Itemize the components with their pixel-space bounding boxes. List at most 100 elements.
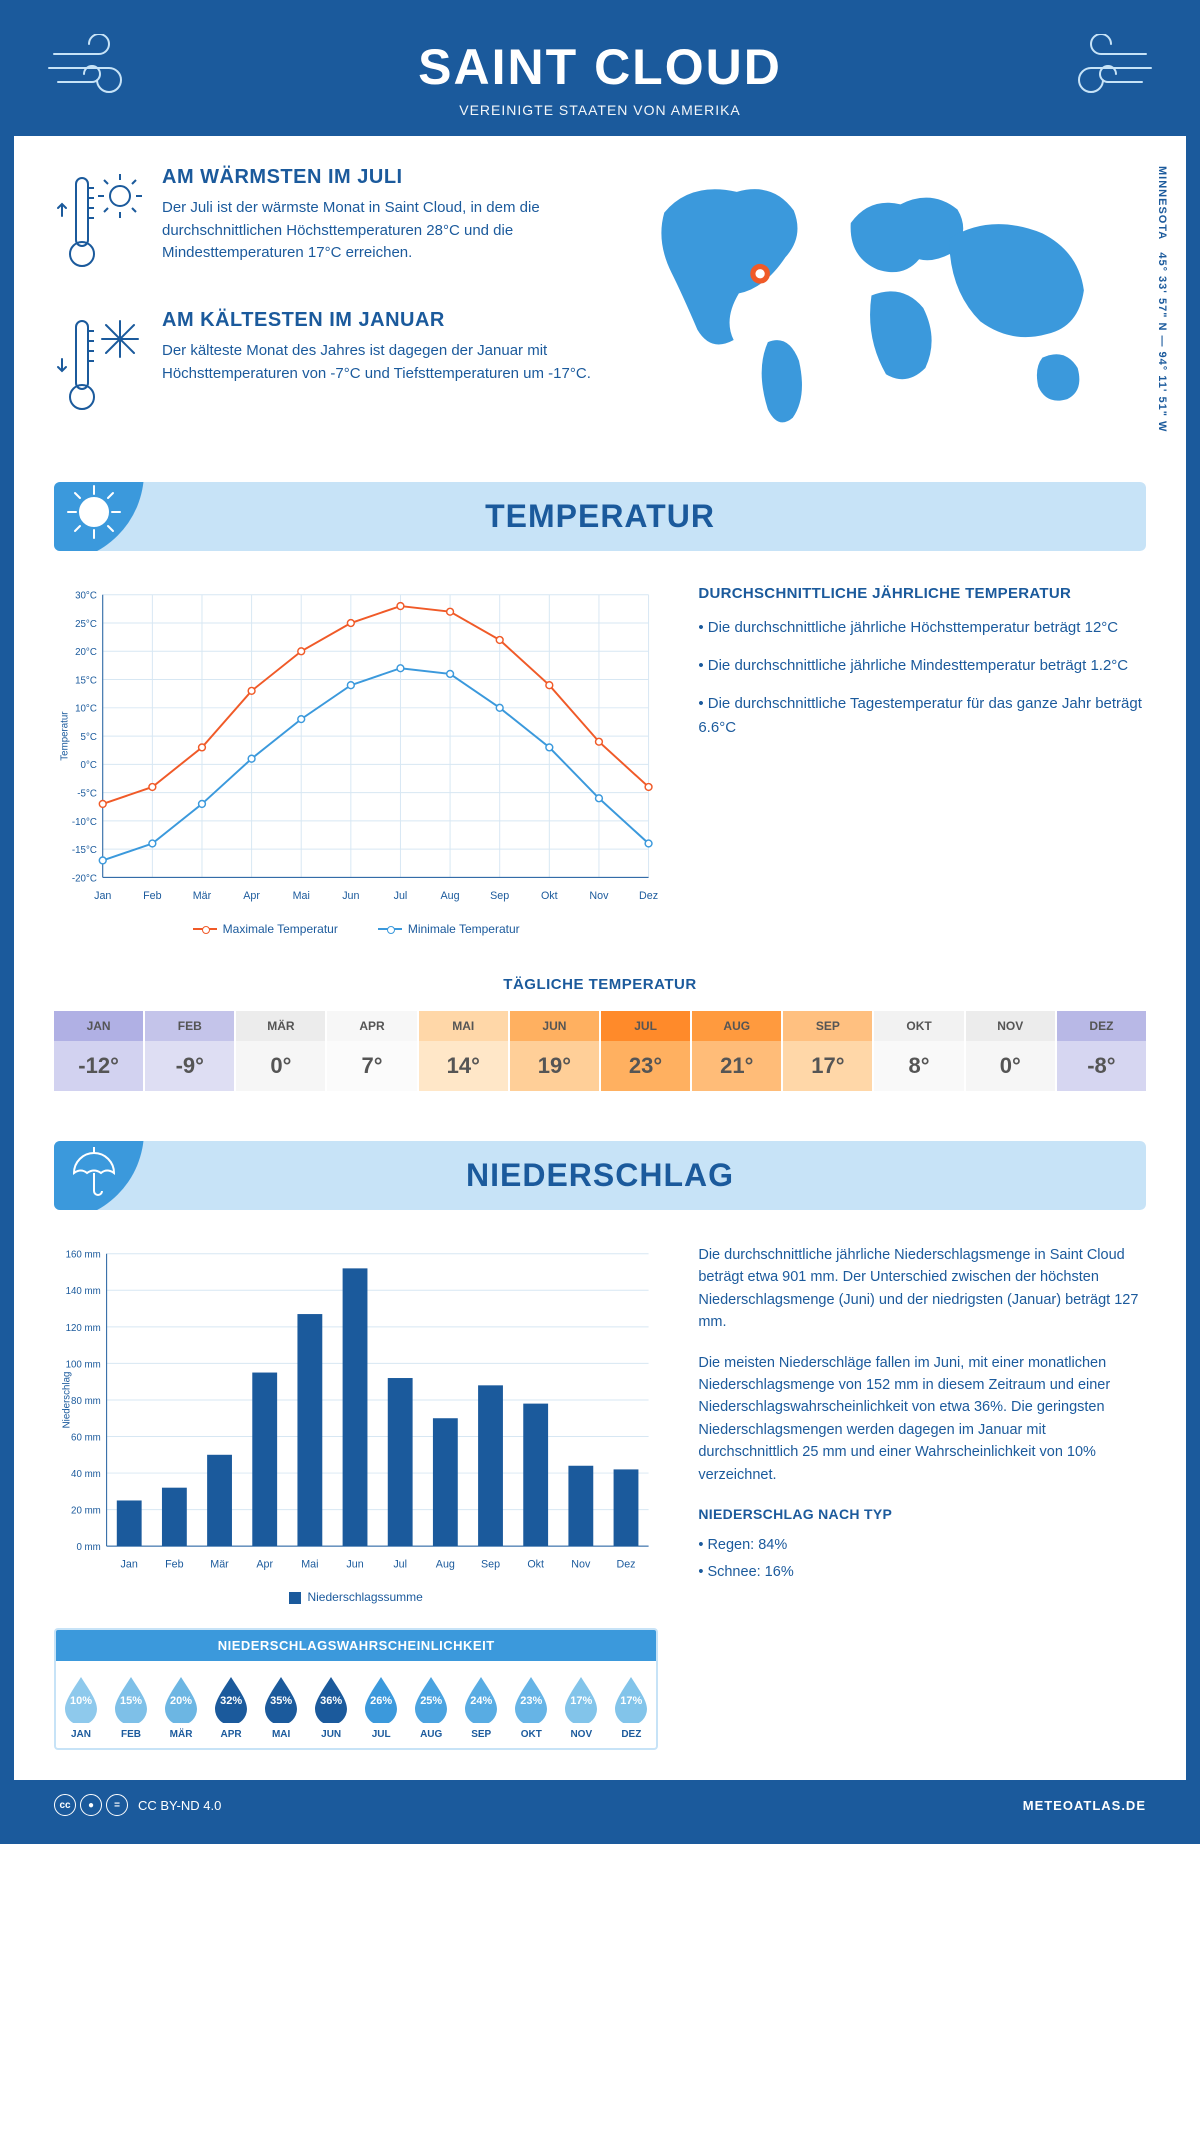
temperature-heading: TEMPERATUR	[54, 498, 1146, 535]
daily-cell: FEB-9°	[145, 1011, 234, 1091]
svg-text:Jun: Jun	[346, 1558, 363, 1570]
temp-bullet: • Die durchschnittliche jährliche Höchst…	[698, 616, 1146, 640]
temperature-banner: TEMPERATUR	[54, 482, 1146, 551]
temp-legend: Maximale Temperatur Minimale Temperatur	[54, 922, 658, 936]
warmest-heading: AM WÄRMSTEN IM JULI	[162, 166, 598, 189]
svg-text:Sep: Sep	[490, 890, 509, 902]
prob-cell: 24%SEP	[456, 1661, 506, 1748]
warmest-block: AM WÄRMSTEN IM JULI Der Juli ist der wär…	[54, 166, 598, 281]
svg-text:80 mm: 80 mm	[71, 1396, 101, 1407]
svg-text:30°C: 30°C	[75, 591, 97, 602]
daily-cell: MÄR0°	[236, 1011, 325, 1091]
prob-cell: 23%OKT	[506, 1661, 556, 1748]
svg-text:Feb: Feb	[165, 1558, 184, 1570]
svg-text:-10°C: -10°C	[72, 817, 97, 828]
svg-text:5°C: 5°C	[81, 732, 97, 743]
prob-cell: 10%JAN	[56, 1661, 106, 1748]
svg-text:Mär: Mär	[193, 890, 212, 902]
svg-text:-5°C: -5°C	[77, 789, 97, 800]
wind-icon	[1056, 34, 1156, 103]
prob-cell: 36%JUN	[306, 1661, 356, 1748]
daily-cell: MAI14°	[419, 1011, 508, 1091]
svg-text:0 mm: 0 mm	[76, 1542, 100, 1553]
daily-temp-title: TÄGLICHE TEMPERATUR	[54, 976, 1146, 993]
svg-text:120 mm: 120 mm	[66, 1322, 101, 1333]
precip-para-1: Die durchschnittliche jährliche Niedersc…	[698, 1244, 1146, 1334]
precip-type-item: • Regen: 84%	[698, 1534, 1146, 1556]
svg-text:Apr: Apr	[243, 890, 260, 902]
precip-banner: NIEDERSCHLAG	[54, 1141, 1146, 1210]
prob-title: NIEDERSCHLAGSWAHRSCHEINLICHKEIT	[56, 1630, 656, 1661]
svg-text:Okt: Okt	[527, 1558, 544, 1570]
thermometer-snow-icon	[54, 309, 144, 424]
svg-text:Mär: Mär	[210, 1558, 229, 1570]
svg-text:Temperatur: Temperatur	[60, 711, 71, 761]
prob-cell: 26%JUL	[356, 1661, 406, 1748]
svg-text:Aug: Aug	[436, 1558, 455, 1570]
coldest-block: AM KÄLTESTEN IM JANUAR Der kälteste Mona…	[54, 309, 598, 424]
svg-text:Jul: Jul	[393, 1558, 407, 1570]
svg-text:Mai: Mai	[293, 890, 310, 902]
thermometer-sun-icon	[54, 166, 144, 281]
umbrella-icon	[54, 1141, 144, 1210]
svg-text:Niederschlag: Niederschlag	[62, 1371, 73, 1428]
license-label: CC BY-ND 4.0	[138, 1798, 221, 1813]
svg-text:15°C: 15°C	[75, 675, 97, 686]
prob-cell: 17%DEZ	[606, 1661, 656, 1748]
coords-label: MINNESOTA 45° 33' 57" N — 94° 11' 51" W	[1156, 166, 1168, 432]
prob-cell: 35%MAI	[256, 1661, 306, 1748]
svg-text:60 mm: 60 mm	[71, 1432, 101, 1443]
svg-text:Mai: Mai	[301, 1558, 318, 1570]
svg-text:Dez: Dez	[639, 890, 658, 902]
precip-heading: NIEDERSCHLAG	[54, 1157, 1146, 1194]
daily-cell: APR7°	[327, 1011, 416, 1091]
prob-cell: 20%MÄR	[156, 1661, 206, 1748]
svg-text:20°C: 20°C	[75, 647, 97, 658]
daily-cell: OKT8°	[874, 1011, 963, 1091]
svg-text:-20°C: -20°C	[72, 873, 97, 884]
cc-icons: cc●=	[54, 1794, 128, 1816]
precip-legend: Niederschlagssumme	[54, 1590, 658, 1604]
svg-text:Okt: Okt	[541, 890, 558, 902]
svg-text:-15°C: -15°C	[72, 845, 97, 856]
svg-text:Apr: Apr	[256, 1558, 273, 1570]
prob-cell: 25%AUG	[406, 1661, 456, 1748]
temp-sidebar-heading: DURCHSCHNITTLICHE JÄHRLICHE TEMPERATUR	[698, 585, 1146, 602]
svg-text:25°C: 25°C	[75, 619, 97, 630]
page: SAINT CLOUD VEREINIGTE STAATEN VON AMERI…	[0, 0, 1200, 1844]
svg-text:Jun: Jun	[342, 890, 359, 902]
svg-text:Nov: Nov	[571, 1558, 591, 1570]
intro-section: AM WÄRMSTEN IM JULI Der Juli ist der wär…	[54, 166, 1146, 452]
precip-type-heading: NIEDERSCHLAG NACH TYP	[698, 1504, 1146, 1526]
precip-bar-chart: 0 mm 20 mm 40 mm 60 mm 80 mm 100 mm 120 mm 140 …	[54, 1244, 658, 1575]
page-title: SAINT CLOUD	[14, 38, 1186, 96]
daily-cell: JAN-12°	[54, 1011, 143, 1091]
temp-bullet: • Die durchschnittliche jährliche Mindes…	[698, 654, 1146, 678]
prob-cell: 17%NOV	[556, 1661, 606, 1748]
precip-type-item: • Schnee: 16%	[698, 1561, 1146, 1583]
precip-probability-box: NIEDERSCHLAGSWAHRSCHEINLICHKEIT 10%JAN15…	[54, 1628, 658, 1750]
header: SAINT CLOUD VEREINIGTE STAATEN VON AMERI…	[14, 14, 1186, 136]
prob-cell: 15%FEB	[106, 1661, 156, 1748]
daily-temp-grid: JAN-12°FEB-9°MÄR0°APR7°MAI14°JUN19°JUL23…	[54, 1011, 1146, 1091]
svg-text:Feb: Feb	[143, 890, 162, 902]
svg-text:10°C: 10°C	[75, 704, 97, 715]
footer: cc●= CC BY-ND 4.0 METEOATLAS.DE	[14, 1780, 1186, 1830]
warmest-text: Der Juli ist der wärmste Monat in Saint …	[162, 197, 598, 265]
svg-text:Aug: Aug	[441, 890, 460, 902]
svg-text:Jan: Jan	[94, 890, 111, 902]
svg-text:160 mm: 160 mm	[66, 1249, 101, 1260]
svg-text:Sep: Sep	[481, 1558, 500, 1570]
svg-text:Nov: Nov	[589, 890, 609, 902]
daily-cell: SEP17°	[783, 1011, 872, 1091]
svg-text:140 mm: 140 mm	[66, 1286, 101, 1297]
temp-bullet: • Die durchschnittliche Tagestemperatur …	[698, 692, 1146, 740]
svg-text:40 mm: 40 mm	[71, 1469, 101, 1480]
svg-text:0°C: 0°C	[81, 760, 97, 771]
temperature-line-chart: -20°C -15°C -10°C -5°C 0°C 5°C 10°C 15°C 20°C 25°…	[54, 585, 658, 907]
wind-icon	[44, 34, 144, 103]
prob-cell: 32%APR	[206, 1661, 256, 1748]
svg-text:100 mm: 100 mm	[66, 1359, 101, 1370]
coldest-text: Der kälteste Monat des Jahres ist dagege…	[162, 340, 598, 385]
svg-text:20 mm: 20 mm	[71, 1505, 101, 1516]
